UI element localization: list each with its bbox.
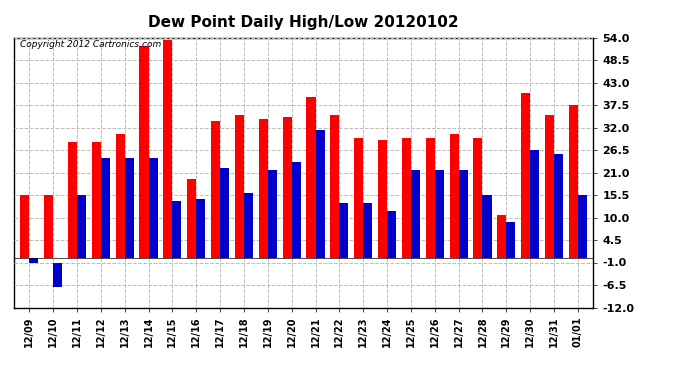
Bar [402,138,411,258]
Bar [172,201,181,258]
Bar [187,178,196,258]
Bar [497,216,506,258]
Bar [244,193,253,258]
Bar [92,142,101,258]
Bar [306,97,315,258]
Bar [354,138,363,258]
Bar [530,150,540,258]
Bar [411,171,420,258]
Bar [77,195,86,258]
Bar [235,115,244,258]
Bar [473,138,482,258]
Bar [426,138,435,258]
Bar [578,195,587,258]
Bar [331,115,339,258]
Bar [125,158,134,258]
Bar [44,195,53,258]
Bar [339,203,348,258]
Bar [545,115,554,258]
Bar [20,195,29,258]
Bar [363,203,373,258]
Bar [450,134,459,258]
Bar [29,258,39,262]
Bar [569,105,578,258]
Bar [315,129,324,258]
Bar [268,171,277,258]
Text: Dew Point Daily High/Low 20120102: Dew Point Daily High/Low 20120102 [148,15,459,30]
Bar [101,158,110,258]
Bar [521,93,530,258]
Bar [387,211,396,258]
Bar [139,46,148,258]
Bar [554,154,563,258]
Bar [196,199,206,258]
Text: Copyright 2012 Cartronics.com: Copyright 2012 Cartronics.com [19,40,161,49]
Bar [211,122,220,258]
Bar [220,168,229,258]
Bar [148,158,157,258]
Bar [459,171,468,258]
Bar [378,140,387,258]
Bar [283,117,292,258]
Bar [506,222,515,258]
Bar [164,39,172,258]
Bar [435,171,444,258]
Bar [482,195,491,258]
Bar [68,142,77,258]
Bar [292,162,301,258]
Bar [259,119,268,258]
Bar [53,262,62,287]
Bar [116,134,125,258]
